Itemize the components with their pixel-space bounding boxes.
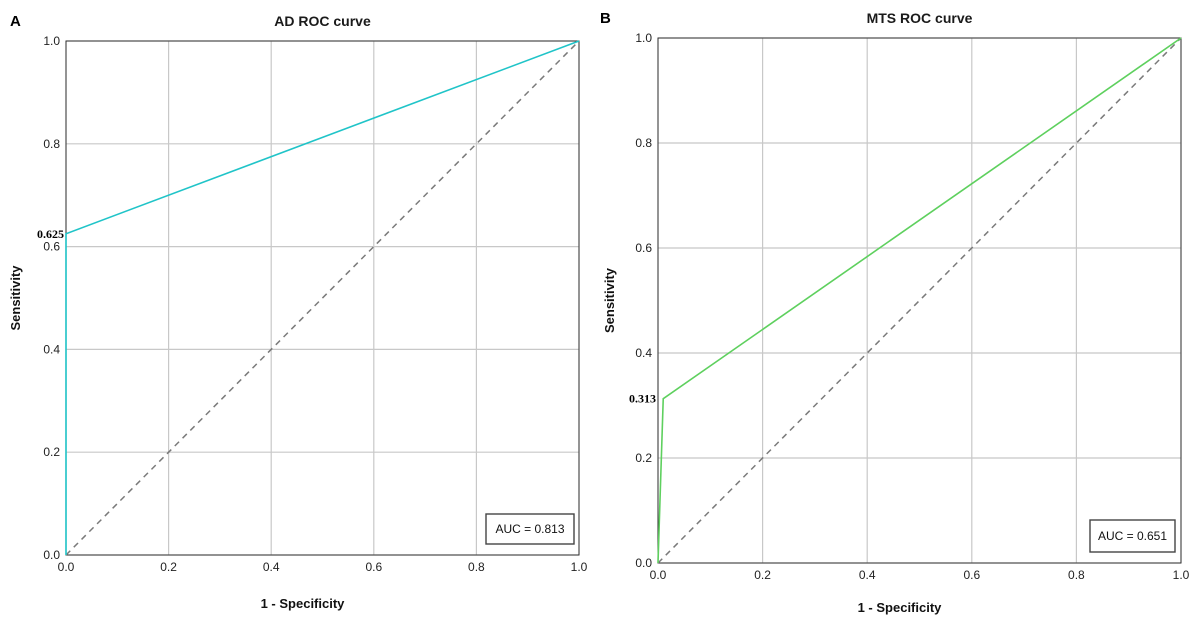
panel-label: B	[600, 10, 611, 27]
x-tick-label: 0.0	[650, 568, 667, 582]
chart-title: MTS ROC curve	[867, 10, 973, 26]
y-tick-label: 1.0	[635, 31, 652, 45]
x-tick-label: 0.2	[160, 560, 177, 574]
y-tick-label: 0.2	[635, 451, 652, 465]
auc-label: AUC = 0.813	[495, 522, 564, 536]
auc-box	[485, 513, 575, 545]
y-tick-label: 0.6	[43, 240, 60, 254]
auc-box	[1089, 519, 1176, 553]
roc-chart-ad: A AD ROC curve 0.0 0.2 0.4 0.6 0.8 1.0 0.0 0.2 0.4…	[8, 13, 588, 611]
x-tick-label: 0.8	[468, 560, 485, 574]
x-tick-label: 0.4	[263, 560, 280, 574]
threshold-annotation: 0.625	[37, 227, 64, 241]
y-tick-label: 0.2	[43, 445, 60, 459]
plot-frame	[657, 37, 1182, 564]
y-tick-label: 0.0	[43, 548, 60, 562]
roc-curve-line	[657, 37, 1182, 564]
x-tick-label: 1.0	[571, 560, 588, 574]
threshold-annotation: 0.313	[629, 392, 656, 406]
chart-title: AD ROC curve	[274, 13, 371, 29]
roc-curve-line	[65, 40, 580, 555]
x-tick-label: 0.8	[1068, 568, 1085, 582]
reference-diagonal-line	[657, 37, 1182, 564]
roc-chart-mts: B MTS ROC curve 0.0 0.2 0.4 0.6 0.8 1.0 0.0 0.2 0.…	[600, 10, 1190, 615]
reference-diagonal-line	[65, 40, 580, 556]
y-tick-label: 1.0	[43, 34, 60, 48]
y-tick-label: 0.4	[43, 342, 60, 356]
panel-label: A	[10, 13, 21, 30]
y-axis-label: Sensitivity	[602, 267, 617, 333]
x-tick-label: 0.6	[365, 560, 382, 574]
x-axis-label: 1 - Specificity	[858, 600, 943, 615]
chart-panel-b: B MTS ROC curve 0.0 0.2 0.4 0.6 0.8 1.0 0.0 0.2 0.…	[598, 0, 1196, 617]
y-tick-label: 0.8	[43, 137, 60, 151]
y-tick-label: 0.8	[635, 136, 652, 150]
y-tick-label: 0.6	[635, 241, 652, 255]
x-axis-label: 1 - Specificity	[261, 596, 346, 611]
y-tick-label: 0.4	[635, 346, 652, 360]
y-axis-label: Sensitivity	[8, 265, 23, 331]
x-tick-label: 0.4	[859, 568, 876, 582]
y-tick-label: 0.0	[635, 556, 652, 570]
x-tick-label: 0.6	[963, 568, 980, 582]
x-tick-label: 0.0	[58, 560, 75, 574]
x-tick-label: 1.0	[1173, 568, 1190, 582]
auc-label: AUC = 0.651	[1098, 529, 1167, 543]
chart-panel-a: A AD ROC curve 0.0 0.2 0.4 0.6 0.8 1.0 0.0 0.2 0.4…	[8, 13, 588, 611]
x-tick-label: 0.2	[754, 568, 771, 582]
